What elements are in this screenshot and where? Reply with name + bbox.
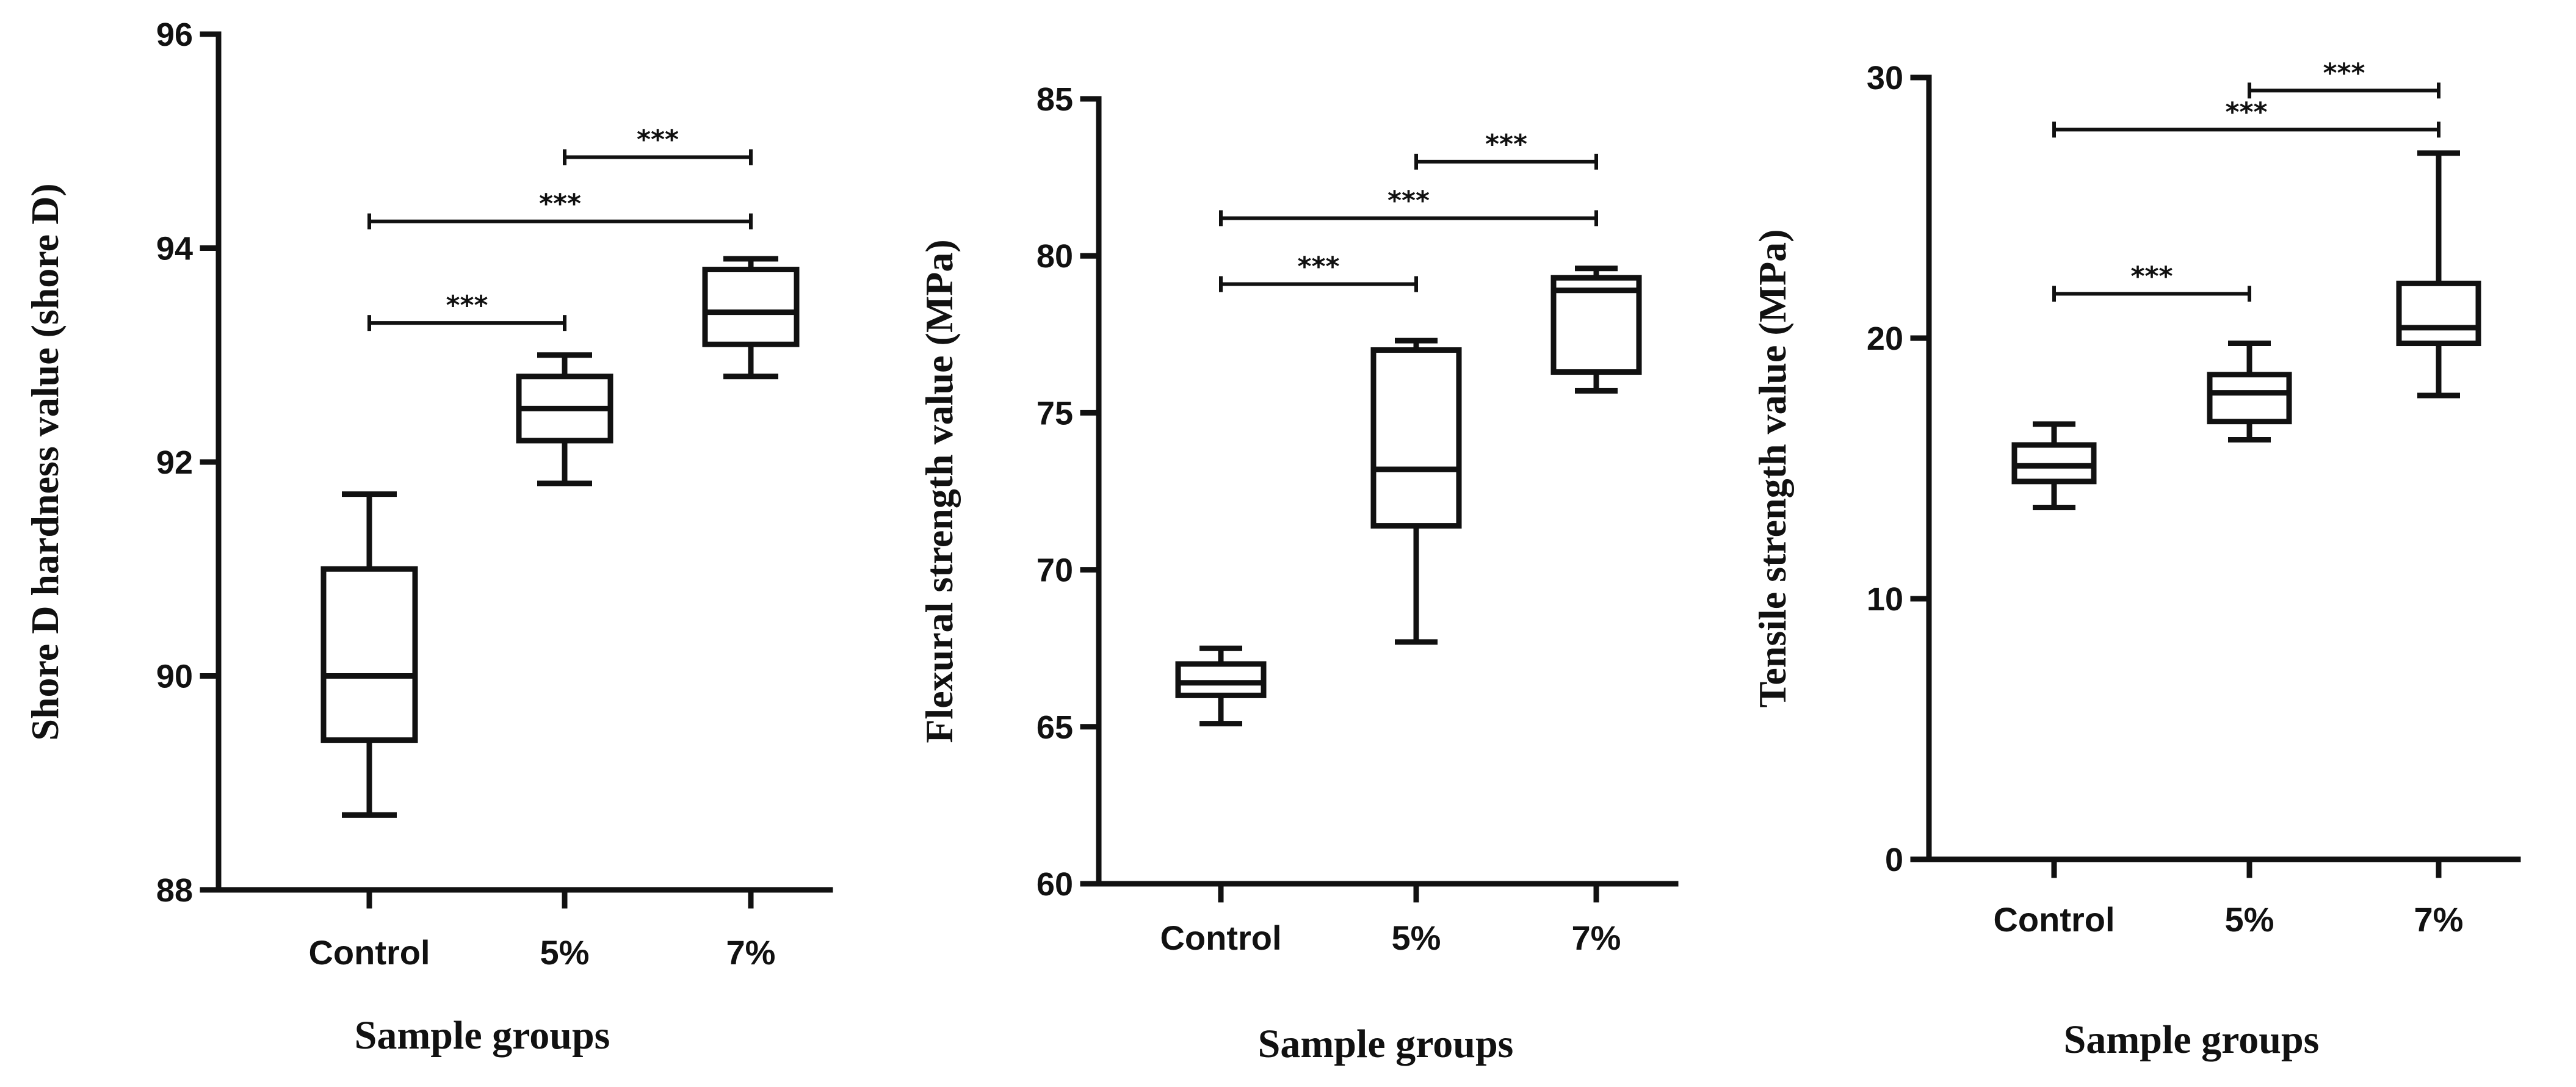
category-label: 5%	[2225, 900, 2274, 939]
box-7%	[702, 256, 800, 380]
significance-label: ***	[2225, 96, 2267, 128]
y-tick-label: 70	[1037, 552, 1073, 589]
y-tick-label: 65	[1037, 709, 1073, 746]
y-tick-label: 0	[1885, 842, 1903, 878]
category-label: Control	[1160, 919, 1281, 957]
significance-bracket: ***	[1219, 185, 1598, 226]
y-tick-label: 75	[1037, 395, 1073, 432]
box-Control	[2011, 421, 2097, 511]
iqr-box	[1550, 275, 1642, 375]
y-tick-label: 60	[1037, 866, 1073, 903]
y-tick-label: 30	[1867, 60, 1903, 96]
iqr-box	[2207, 372, 2292, 425]
category-label: 7%	[726, 933, 776, 972]
box-7%	[2396, 150, 2481, 399]
box-5%	[2207, 341, 2292, 443]
box-Control	[1175, 645, 1267, 727]
significance-bracket: ***	[1414, 129, 1598, 170]
significance-label: ***	[637, 125, 679, 156]
y-tick-label: 88	[156, 872, 193, 909]
y-tick-label: 92	[156, 444, 193, 481]
significance-label: ***	[2323, 57, 2365, 88]
chart-hardness: 88 90 92 94 96 Control 5% 7% Shore D hardness va…	[23, 16, 833, 1058]
iqr-box	[1175, 661, 1267, 698]
chart-tensile: 0 10 20 30 Control 5% 7% Tensile strength value…	[1751, 57, 2521, 1062]
significance-bracket: ***	[2248, 57, 2440, 99]
y-tick-label: 10	[1867, 581, 1903, 618]
category-label: 5%	[1392, 919, 1441, 957]
significance-bracket: ***	[563, 125, 753, 165]
box-7%	[1550, 265, 1642, 394]
box-5%	[516, 352, 613, 486]
x-axis-label: Sample groups	[1258, 1022, 1514, 1066]
significance-label: ***	[1485, 129, 1527, 160]
box-5%	[1370, 338, 1462, 645]
category-label: Control	[1993, 900, 2115, 939]
y-tick-label: 80	[1037, 238, 1073, 275]
category-label: 7%	[2414, 900, 2464, 939]
category-label: 7%	[1572, 919, 1621, 957]
significance-bracket: ***	[2052, 96, 2440, 138]
significance-bracket: ***	[1219, 251, 1418, 292]
box-Control	[320, 491, 418, 818]
category-label: 5%	[540, 933, 590, 972]
y-tick-label: 90	[156, 659, 193, 695]
y-axis-label: Shore D hardness value (shore D)	[23, 183, 67, 740]
y-axis-label: Tensile strength value (MPa)	[1751, 229, 1794, 708]
significance-label: ***	[539, 189, 581, 220]
significance-bracket: ***	[367, 189, 753, 229]
iqr-box	[2396, 280, 2481, 347]
iqr-box	[1370, 347, 1462, 529]
x-axis-label: Sample groups	[355, 1013, 610, 1058]
significance-bracket: ***	[367, 290, 566, 331]
significance-label: ***	[1387, 185, 1430, 216]
significance-label: ***	[446, 290, 488, 321]
y-tick-label: 96	[156, 16, 193, 53]
significance-bracket: ***	[2052, 261, 2251, 302]
x-axis-label: Sample groups	[2064, 1017, 2320, 1062]
category-label: Control	[308, 933, 430, 972]
y-axis-label: Flexural strength value (MPa)	[917, 239, 961, 743]
iqr-box	[320, 566, 418, 743]
significance-label: ***	[1297, 251, 1339, 282]
chart-flexural: 60 65 70 75 80 85 Control 5% 7% Flexural strength…	[917, 81, 1679, 1066]
y-tick-label: 20	[1867, 320, 1903, 357]
iqr-box	[702, 267, 800, 347]
y-tick-label: 94	[156, 231, 193, 267]
y-tick-label: 85	[1037, 81, 1073, 118]
significance-label: ***	[2130, 261, 2173, 292]
